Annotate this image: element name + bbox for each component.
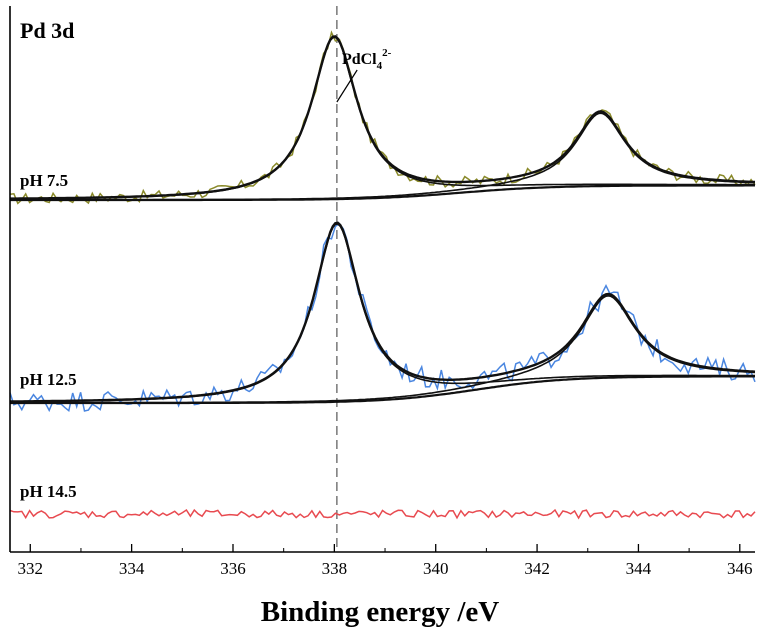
raw-data-line [9, 508, 756, 520]
x-tick-label: 344 [626, 559, 652, 578]
fit-component-line [10, 223, 755, 403]
x-tick-label: 334 [119, 559, 145, 578]
annotation-label: PdCl42- [342, 47, 392, 72]
x-tick-label: 332 [18, 559, 44, 578]
x-tick-label: 340 [423, 559, 449, 578]
fit-envelope-line [9, 221, 756, 403]
series-labels: pH 7.5 pH 12.5 pH 14.5 [20, 171, 77, 501]
chart-title: Pd 3d [20, 18, 74, 43]
x-tick-label: 346 [727, 559, 753, 578]
series-label: pH 14.5 [20, 482, 77, 501]
plot-area [9, 6, 756, 552]
peak-annotation: PdCl42- [336, 47, 392, 103]
series-label: pH 7.5 [20, 171, 68, 190]
fit-component-line [10, 36, 755, 200]
x-tick-label: 336 [220, 559, 246, 578]
x-axis: 332 334 336 338 340 342 344 346 [9, 6, 755, 578]
series-label: pH 12.5 [20, 370, 77, 389]
x-tick-label: 338 [322, 559, 348, 578]
fit-envelope-line [10, 35, 756, 200]
raw-data-line [9, 222, 756, 413]
x-tick-label: 342 [524, 559, 550, 578]
annotation-leader-line [336, 69, 358, 103]
x-axis-title: Binding energy /eV [261, 596, 500, 628]
